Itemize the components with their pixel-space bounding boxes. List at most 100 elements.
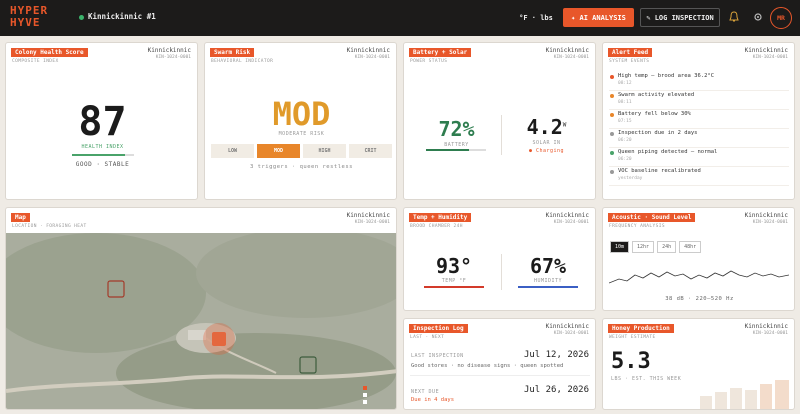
alert-dot [610,170,614,174]
swarm-card: Swarm Risk BEHAVIORAL INDICATOR Kinnicki… [204,42,397,200]
settings-icon[interactable] [752,11,764,23]
next-date: Jul 26, 2026 [523,385,589,395]
unit-toggle[interactable]: °F · lbs [519,14,553,22]
card-subtitle: LOCATION · FORAGING HEAT [12,224,87,229]
device-id: KIN-1024-0001 [752,220,788,225]
health-label: HEALTH INDEX [81,144,124,150]
risk-level: MOD [257,144,300,158]
card-subtitle: POWER STATUS [410,59,448,64]
range-tab[interactable]: 10m [610,241,630,253]
power-card: Battery + Solar POWER STATUS Kinnickinni… [403,42,596,200]
climate-card: Temp + Humidity BROOD CHAMBER 24H Kinnic… [403,207,596,311]
ai-analysis-button[interactable]: ✦ AI ANALYSIS [563,8,634,27]
status-dot [79,15,84,20]
range-tab[interactable]: 48hr [679,241,702,253]
card-title: Alert Feed [608,48,653,57]
device-id: KIN-1024-0001 [354,220,390,225]
device-id: KIN-1024-0001 [553,55,589,60]
bell-icon[interactable] [728,11,740,23]
alert-text: VOC baseline recalibrated [618,168,701,174]
alert-time: 07:15 [618,119,632,124]
battery-track [426,149,486,151]
alert-item: Queen piping detected — normal 06:20 [609,148,789,167]
log-inspection-button[interactable]: ✎ LOG INSPECTION [640,8,720,27]
health-track [72,154,134,156]
next-label: NEXT DUE [411,389,440,395]
last-date: Jul 12, 2026 [523,350,589,360]
header: HYPER HYVE Kinnickinnic #1 °F · lbs ✦ AI… [0,0,800,36]
acoustic-card: Acoustic · Sound Level FREQUENCY ANALYSI… [602,207,795,311]
temp-value: 93° [435,254,473,278]
solar-unit: W [562,121,567,129]
alert-text: Inspection due in 2 days [618,130,698,136]
health-value: 87 [78,99,127,145]
card-subtitle: FREQUENCY ANALYSIS [609,224,665,229]
avatar[interactable]: MR [770,7,792,29]
solar-label: SOLAR IN [532,140,561,146]
map-view[interactable] [6,233,397,410]
card-title: Swarm Risk [210,48,255,57]
acoustic-reading: 38 dB · 220–520 Hz [665,296,734,302]
card-title: Inspection Log [409,324,468,333]
range-tab[interactable]: 12hr [632,241,655,253]
card-subtitle: LAST · NEXT [410,335,445,340]
risk-level: HIGH [303,144,346,158]
last-note: Good stores · no disease signs · queen s… [411,363,564,369]
card-title: Map [11,213,30,222]
battery-label: BATTERY [444,142,469,148]
swarm-value: MOD [272,95,331,133]
alert-item: Swarm activity elevated 08:11 [609,91,789,110]
range-tabs: 10m 12hr 24h 48hr [610,241,702,253]
card-title: Battery + Solar [409,48,472,57]
next-note: Due in 4 days [411,397,455,403]
site-name: Kinnickinnic [545,323,589,330]
humidity-label: HUMIDITY [533,278,563,284]
alert-dot [610,94,614,98]
honey-bars [700,380,789,409]
sparkline [609,270,789,284]
solar-reading: 4.2W [504,115,589,139]
map-card: Map LOCATION · FORAGING HEAT Kinnickinni… [5,207,397,410]
device-id: KIN-1024-0001 [155,55,191,60]
alert-text: High temp — brood area 36.2°C [618,73,715,79]
alert-time: 06:20 [618,157,632,162]
alerts-card: Alert Feed SYSTEM EVENTS Kinnickinnic KI… [602,42,795,200]
card-title: Colony Health Score [11,48,88,57]
health-fill [72,154,125,156]
logo[interactable]: HYPER HYVE [10,5,48,29]
alert-list: High temp — brood area 36.2°C 08:12 Swarm … [609,72,789,186]
temp-bar [424,286,484,288]
alert-item: Inspection due in 2 days 06:20 [609,129,789,148]
divider [501,115,502,155]
divider [410,375,590,376]
solar-value: 4.2 [526,115,563,139]
device-id: KIN-1024-0001 [752,55,788,60]
health-card: Colony Health Score COMPOSITE INDEX Kinn… [5,42,198,200]
card-title: Acoustic · Sound Level [608,213,696,222]
risk-level: LOW [211,144,254,158]
logo-line: HYVE [10,16,41,29]
site-name: Kinnickinnic [744,212,788,219]
risk-level: CRIT [349,144,392,158]
temp-label: TEMP °F [441,278,467,284]
humidity-value: 67% [529,254,567,278]
alert-dot [610,132,614,136]
alert-time: 08:11 [618,100,632,105]
honey-card: Honey Production WEIGHT ESTIMATE Kinnick… [602,318,795,410]
alert-text: Battery fell below 30% [618,111,691,117]
device-id: KIN-1024-0001 [752,331,788,336]
hive-selector[interactable]: Kinnickinnic #1 [88,12,156,21]
alert-text: Queen piping detected — normal [618,149,718,155]
swarm-note: 3 triggers · queen restless [250,164,353,170]
alert-text: Swarm activity elevated [618,92,695,98]
risk-scale: LOW MOD HIGH CRIT [211,144,392,158]
alert-dot [610,151,614,155]
divider [501,254,502,290]
device-id: KIN-1024-0001 [553,220,589,225]
card-subtitle: WEIGHT ESTIMATE [609,335,656,340]
alert-item: Battery fell below 30% 07:15 [609,110,789,129]
range-tab[interactable]: 24h [657,241,677,253]
site-name: Kinnickinnic [346,47,390,54]
alert-time: yesterday [618,176,643,181]
